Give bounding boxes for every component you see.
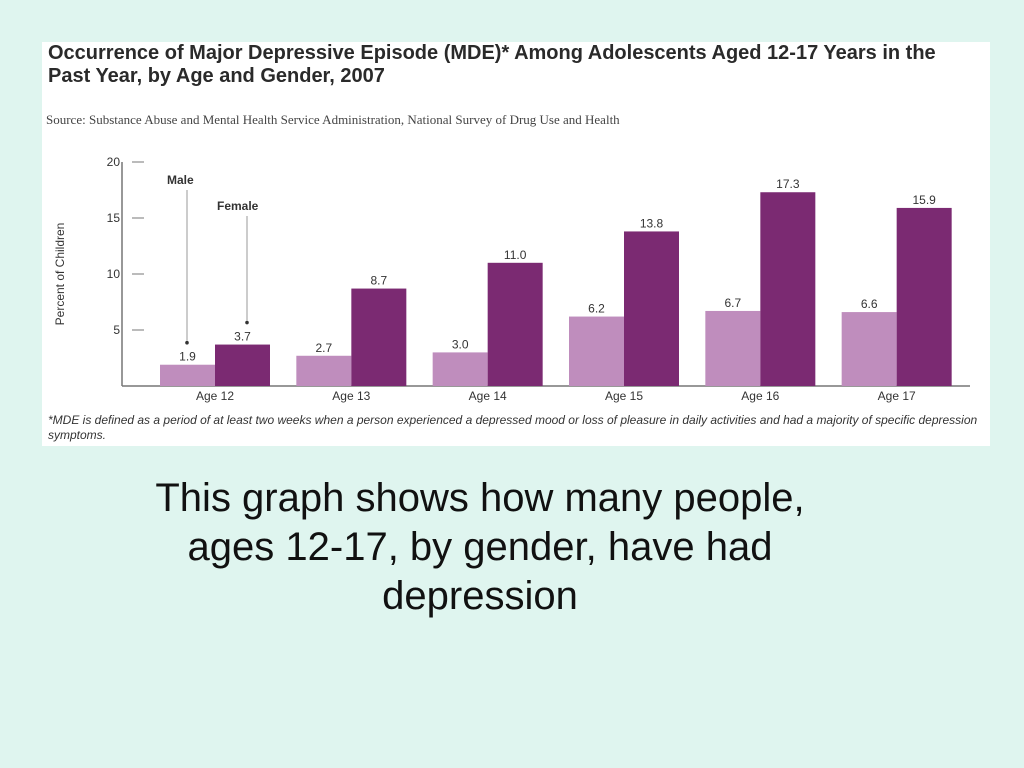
bar-male: [432, 352, 488, 386]
category-label: Age 12: [196, 389, 234, 403]
value-label-male: 6.6: [861, 297, 878, 311]
value-label-male: 6.2: [588, 302, 605, 316]
bar-chart: 5 10 15 20 Percent of Children 1.9 3.7 Age 12 2.…: [53, 155, 970, 403]
y-axis-label: Percent of Children: [53, 223, 67, 326]
category-label: Age 14: [469, 389, 507, 403]
bar-female: [351, 288, 407, 386]
value-label-female: 8.7: [370, 274, 387, 288]
category-label: Age 15: [605, 389, 643, 403]
bar-male: [705, 310, 761, 386]
value-label-male: 3.0: [452, 337, 469, 351]
y-tick-label: 5: [113, 323, 120, 337]
bar-male: [296, 355, 352, 386]
category-label: Age 17: [878, 389, 916, 403]
bar-male: [569, 316, 624, 386]
bar-female: [760, 192, 816, 386]
category-label: Age 16: [741, 389, 779, 403]
chart-figure: Occurrence of Major Depressive Episode (…: [42, 42, 990, 446]
bar-female: [624, 231, 679, 386]
value-label-male: 1.9: [179, 350, 196, 364]
legend-male-label: Male: [167, 173, 194, 187]
chart-footnote: *MDE is defined as a period of at least …: [48, 413, 978, 442]
chart-title: Occurrence of Major Depressive Episode (…: [48, 42, 936, 87]
value-label-male: 6.7: [724, 296, 741, 310]
value-label-female: 11.0: [504, 248, 527, 262]
legend-female-label: Female: [217, 199, 259, 213]
legend-female-dot: [245, 320, 249, 325]
bar-female: [896, 207, 952, 386]
bar-female: [215, 344, 270, 386]
bar-female: [487, 262, 543, 386]
slide-caption: This graph shows how many people, ages 1…: [155, 476, 805, 618]
value-label-female: 13.8: [640, 216, 664, 230]
value-label-female: 3.7: [234, 330, 251, 344]
bar-male: [160, 364, 215, 386]
legend-male-dot: [185, 340, 189, 345]
bar-male: [841, 312, 897, 386]
y-tick-label: 15: [107, 211, 121, 225]
chart-source: Source: Substance Abuse and Mental Healt…: [46, 112, 620, 127]
y-tick-label: 10: [107, 267, 121, 281]
value-label-female: 17.3: [776, 177, 800, 191]
value-label-female: 15.9: [912, 193, 936, 207]
category-label: Age 13: [332, 389, 370, 403]
value-label-male: 2.7: [315, 341, 332, 355]
y-tick-label: 20: [107, 155, 121, 169]
